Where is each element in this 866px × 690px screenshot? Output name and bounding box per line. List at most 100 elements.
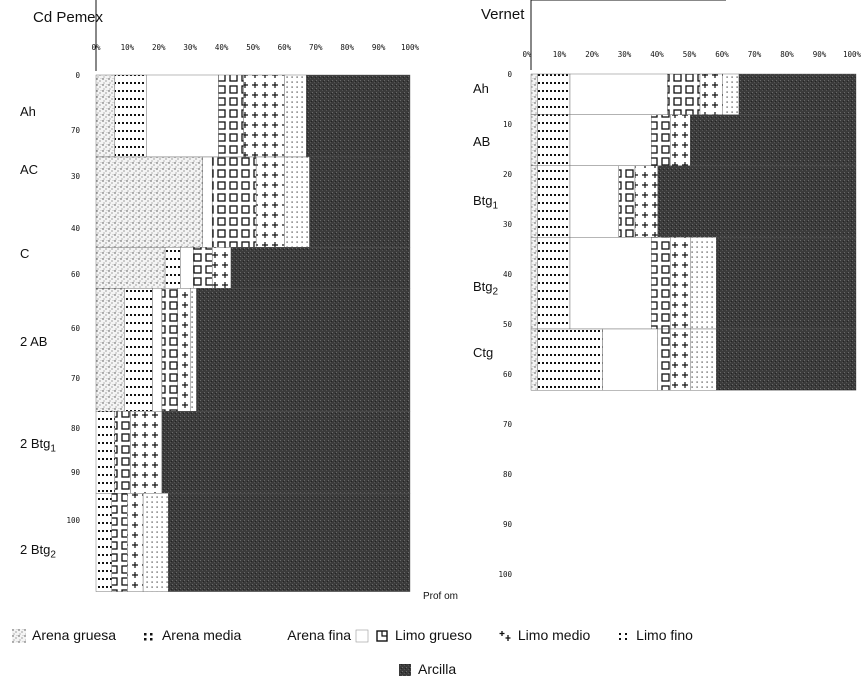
horizon-label: C [20, 246, 29, 261]
limo-medio-swatch-icon [499, 631, 511, 642]
bar-segment-limo-fino [690, 328, 717, 391]
depth-tick-label: 40 [503, 270, 513, 279]
bar-segment-arena-media [537, 328, 603, 391]
horizon-subscript: 2 [492, 286, 499, 298]
horizon-subscript: 1 [50, 443, 56, 455]
legend-label: Limo fino [636, 627, 693, 644]
bar-segment-arena-media [537, 165, 571, 238]
bar-segment-arena-media [95, 411, 116, 494]
depth-tick-label: 0 [75, 71, 80, 80]
bar-segment-arena-media [537, 73, 571, 115]
arena-gruesa-swatch-icon [12, 629, 26, 644]
legend-row-2: Arcilla [398, 660, 478, 677]
x-tick-label: 60% [278, 43, 292, 52]
bar-segment-limo-medio [670, 328, 691, 391]
bar-segment-arcilla [716, 236, 857, 330]
bar-segment-arena-media [124, 288, 153, 412]
horizon-label: Ah [473, 81, 489, 96]
bar-segment-limo-medio [177, 288, 191, 412]
horizon-name: Ctg [473, 345, 494, 360]
horizon-label: 2 Btg2 [20, 542, 56, 561]
bar-segment-arena-fina [569, 236, 652, 330]
right-panel-title: Vernet [481, 6, 525, 23]
bar-segment-arena-gruesa [530, 114, 538, 167]
x-tick-label: 40% [215, 43, 229, 52]
depth-tick-label: 80 [71, 424, 81, 433]
bar-segment-arena-gruesa [530, 165, 538, 238]
bar-segment-arena-gruesa [530, 328, 538, 391]
x-tick-label: 90% [372, 43, 386, 52]
horizon-label: Ah [20, 104, 36, 119]
depth-tick-label: 90 [503, 520, 513, 529]
horizon-name: Btg [473, 279, 493, 294]
bar-segment-limo-fino [189, 288, 197, 412]
bar-segment-limo-grueso [114, 411, 131, 494]
bar-segment-arcilla [309, 156, 411, 248]
bar-segment-arena-media [537, 236, 571, 330]
legend-label: Limo grueso [394, 627, 472, 644]
bar-segment-arena-media [95, 493, 112, 592]
x-tick-label: 20% [152, 43, 166, 52]
horizon-label: AC [20, 162, 38, 177]
legend-item-limo-medio: Limo medio [498, 627, 590, 643]
legend-label: Arena media [161, 627, 242, 644]
bar-segment-limo-medio [243, 74, 285, 158]
bar-segment-arcilla [690, 114, 857, 167]
bar-segment-limo-fino [722, 73, 740, 115]
bar-segment-arena-gruesa [95, 288, 125, 412]
depth-unit-label: Prof om [423, 591, 459, 602]
horizon-label: 2 Btg1 [20, 436, 56, 455]
bar-segment-arcilla [161, 411, 411, 494]
bar-segment-limo-grueso [667, 73, 701, 115]
x-tick-label: 70% [748, 50, 762, 59]
depth-tick-label: 70 [503, 420, 513, 429]
x-tick-label: 40% [650, 50, 664, 59]
bar-segment-arcilla [306, 74, 411, 158]
bar-segment-limo-fino [690, 236, 717, 330]
bar-segment-arena-fina [569, 165, 619, 238]
bar-segment-limo-grueso [657, 328, 671, 391]
bar-segment-arena-fina [146, 74, 219, 158]
legend-label: Arcilla [418, 661, 457, 678]
bar-segment-limo-medio [211, 246, 232, 289]
bar-segment-limo-fino [284, 156, 310, 248]
bar-segment-arcilla [168, 493, 411, 592]
bar-segment-arena-fina [180, 246, 194, 289]
x-tick-label: 80% [340, 43, 354, 52]
x-tick-label: 0% [91, 43, 101, 52]
x-tick-label: 20% [585, 50, 599, 59]
bar-segment-limo-medio [130, 411, 163, 494]
depth-tick-label: 100 [498, 570, 512, 579]
horizon-subscript: 1 [492, 200, 499, 212]
depth-tick-label: 10 [503, 120, 513, 129]
horizon-name: Ah [473, 81, 489, 96]
bar-segment-limo-grueso [651, 236, 671, 330]
limo-fino-swatch-icon [619, 633, 628, 641]
limo-grueso-swatch-icon [376, 630, 388, 643]
x-tick-label: 60% [715, 50, 729, 59]
bar-segment-arcilla [716, 328, 857, 391]
depth-tick-label: 40 [71, 224, 81, 233]
legend-item-arena-fina: Arena fina [287, 627, 371, 643]
legend: Arena gruesa Arena media Arena fina Limo… [12, 626, 715, 644]
bar-segment-arena-media [537, 114, 571, 167]
legend-item-arena-media: Arena media [142, 627, 241, 643]
legend-item-arena-gruesa: Arena gruesa [12, 627, 117, 644]
depth-tick-label: 70 [71, 126, 81, 135]
legend-label: Arena gruesa [32, 627, 117, 644]
left-panel-title: Cd Pemex [33, 9, 104, 26]
legend-label: Arena fina [287, 627, 352, 644]
x-tick-label: 10% [553, 50, 567, 59]
horizon-label: AB [473, 134, 490, 149]
horizon-label: Btg2 [473, 279, 498, 298]
bar-segment-arena-fina [602, 328, 658, 391]
bar-segment-arena-gruesa [95, 74, 116, 158]
bar-segment-arcilla [738, 73, 857, 115]
horizon-subscript: 2 [50, 549, 56, 561]
bar-segment-limo-grueso [218, 74, 244, 158]
bar-segment-arena-fina [202, 156, 213, 248]
depth-tick-label: 20 [503, 170, 513, 179]
bar-segment-limo-grueso [211, 156, 257, 248]
bar-segment-limo-grueso [193, 246, 213, 289]
